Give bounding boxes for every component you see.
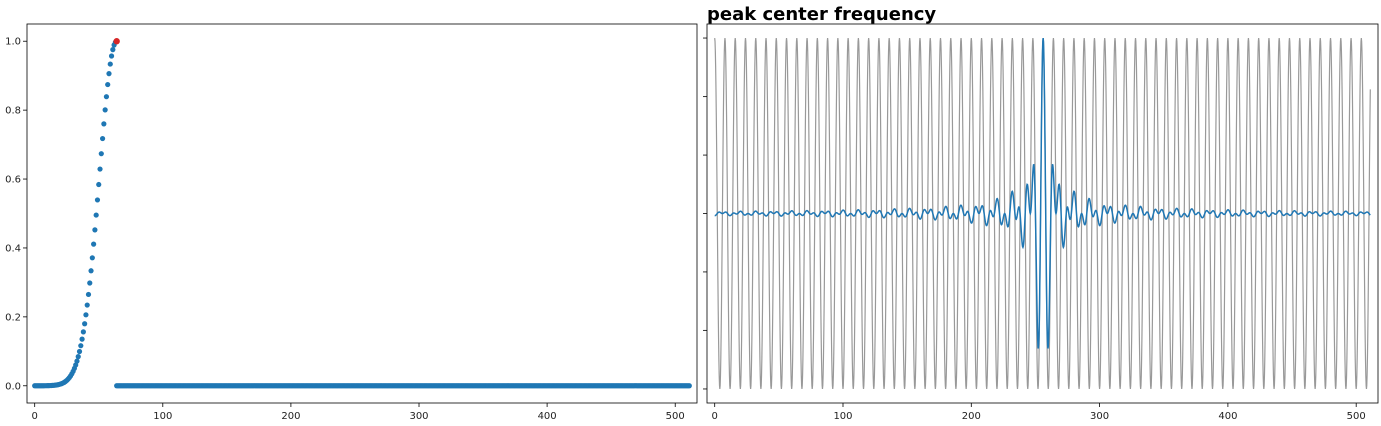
left-y-tick-label: 1.0 bbox=[5, 37, 21, 48]
wave-packet-line bbox=[714, 37, 1371, 349]
scatter-point bbox=[84, 302, 90, 308]
left-y-tick-label: 0.6 bbox=[5, 175, 21, 186]
right-x-tick-label: 500 bbox=[1347, 411, 1366, 422]
scatter-point bbox=[76, 348, 83, 355]
scatter-point bbox=[74, 358, 80, 364]
scatter-point bbox=[85, 291, 92, 298]
right-x-tick-label: 400 bbox=[1218, 411, 1237, 422]
left-x-tick-label: 0 bbox=[31, 411, 37, 422]
scatter-point bbox=[106, 71, 112, 77]
scatter-point bbox=[97, 166, 103, 172]
scatter-point bbox=[96, 181, 102, 188]
right-x-tick-label: 100 bbox=[833, 411, 852, 422]
left-x-tick-label: 300 bbox=[409, 411, 428, 422]
scatter-point bbox=[91, 241, 97, 247]
scatter-point bbox=[99, 135, 106, 142]
left-y-tick-label: 0.2 bbox=[5, 312, 21, 323]
left-x-tick-label: 200 bbox=[281, 411, 300, 422]
scatter-plot: 0 100 200 300 400 500 0.0 0.2 0.4 0.6 0.8 1.0 bbox=[5, 23, 698, 422]
right-x-tick-label: 200 bbox=[962, 411, 981, 422]
scatter-point bbox=[105, 81, 111, 88]
peak-point bbox=[113, 38, 120, 45]
left-axes-frame bbox=[26, 23, 698, 404]
left-y-tick-label: 0.0 bbox=[5, 381, 21, 392]
left-y-tick-label: 0.8 bbox=[5, 106, 21, 117]
line-plot: peak center frequency 0 100 200 300 400 500 bbox=[703, 4, 1379, 422]
scatter-point bbox=[82, 321, 88, 327]
scatter-point bbox=[83, 312, 89, 318]
scatter-point bbox=[78, 343, 84, 349]
scatter-point bbox=[89, 255, 95, 261]
scatter-point bbox=[92, 227, 98, 233]
left-ticks: 0 100 200 300 400 500 0.0 0.2 0.4 0.6 0.8 1.0 bbox=[5, 37, 685, 422]
scatter-point bbox=[110, 47, 116, 53]
scatter-point bbox=[87, 280, 93, 286]
right-series-lines bbox=[714, 37, 1371, 390]
scatter-point bbox=[101, 121, 107, 127]
scatter-point bbox=[103, 94, 110, 100]
right-x-tick-label: 300 bbox=[1090, 411, 1109, 422]
left-x-tick-label: 500 bbox=[666, 411, 685, 422]
scatter-point bbox=[686, 383, 692, 389]
scatter-point bbox=[73, 362, 79, 368]
scatter-point bbox=[107, 61, 113, 67]
left-x-tick-label: 400 bbox=[538, 411, 557, 422]
right-x-tick-label: 0 bbox=[712, 411, 718, 422]
left-data-points bbox=[32, 38, 692, 389]
scatter-point bbox=[102, 107, 108, 113]
right-chart-title: peak center frequency bbox=[707, 4, 936, 25]
scatter-point bbox=[108, 53, 115, 59]
scatter-point bbox=[94, 197, 101, 203]
scatter-point bbox=[88, 268, 94, 274]
right-ticks: 0 100 200 300 400 500 bbox=[703, 37, 1366, 422]
scatter-point bbox=[98, 151, 104, 157]
left-y-tick-label: 0.4 bbox=[5, 243, 21, 254]
scatter-point bbox=[79, 336, 85, 342]
scatter-point bbox=[93, 212, 99, 218]
scatter-point bbox=[80, 329, 86, 335]
scatter-point bbox=[75, 354, 81, 360]
left-x-tick-label: 100 bbox=[153, 411, 172, 422]
